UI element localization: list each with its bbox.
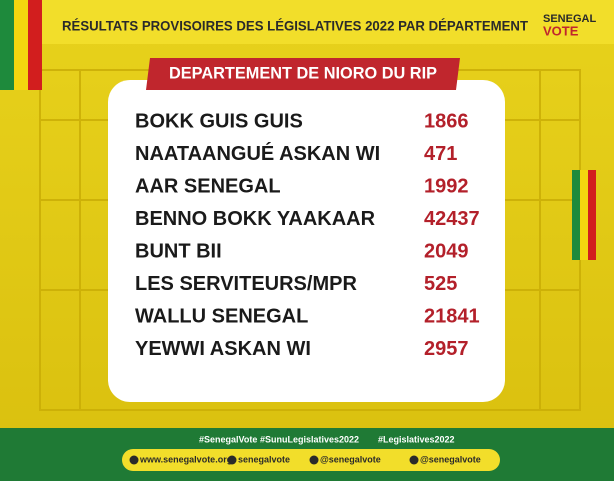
contact: www.senegalvote.org xyxy=(139,454,232,464)
hashtag: #SenegalVote xyxy=(199,434,257,444)
vote-count: 1866 xyxy=(424,110,469,132)
party-name: NAATAANGUÉ ASKAN WI xyxy=(135,142,380,165)
vote-count: 525 xyxy=(424,273,457,295)
party-name: BUNT BII xyxy=(135,240,222,262)
title-bar xyxy=(0,0,614,44)
contact: @senegalvote xyxy=(320,454,381,464)
hashtags: #SenegalVote #SunuLegislatives2022 #Legisl… xyxy=(199,434,455,444)
vote-count: 2957 xyxy=(424,338,469,360)
logo-line: VOTE xyxy=(543,23,579,38)
vote-count: 21841 xyxy=(424,305,480,327)
contact-icon xyxy=(227,455,237,465)
vote-count: 1992 xyxy=(424,175,469,197)
party-name: WALLU SENEGAL xyxy=(135,305,308,327)
party-name: BOKK GUIS GUIS xyxy=(135,110,303,132)
contact: senegalvote xyxy=(238,454,290,464)
title: RÉSULTATS PROVISOIRES DES LÉGISLATIVES 2… xyxy=(62,18,528,34)
hashtag: #SunuLegislatives2022 xyxy=(260,434,359,444)
party-name: YEWWI ASKAN WI xyxy=(135,338,311,360)
hashtag: #Legislatives2022 xyxy=(378,434,455,444)
party-name: LES SERVITEURS/MPR xyxy=(135,273,357,295)
vote-count: 42437 xyxy=(424,208,480,230)
contacts: www.senegalvote.org senegalvote @senegalvo… xyxy=(129,454,481,465)
party-name: AAR SENEGAL xyxy=(135,175,281,197)
results-table: BOKK GUIS GUIS 1866 NAATAANGUÉ ASKAN WI 471… xyxy=(135,110,480,360)
party-name: BENNO BOKK YAAKAAR xyxy=(135,208,376,230)
banner xyxy=(146,58,460,90)
flag xyxy=(0,0,596,260)
banner-text: DEPARTEMENT DE NIORO DU RIP xyxy=(169,63,437,82)
contact-icon xyxy=(409,455,419,465)
contact-icon xyxy=(309,455,319,465)
logo-line: SENEGAL xyxy=(543,13,596,25)
vote-count: 471 xyxy=(424,143,457,165)
contact-icon xyxy=(129,455,139,465)
contact: @senegalvote xyxy=(420,454,481,464)
results-card xyxy=(108,80,505,402)
vote-count: 2049 xyxy=(424,240,469,262)
